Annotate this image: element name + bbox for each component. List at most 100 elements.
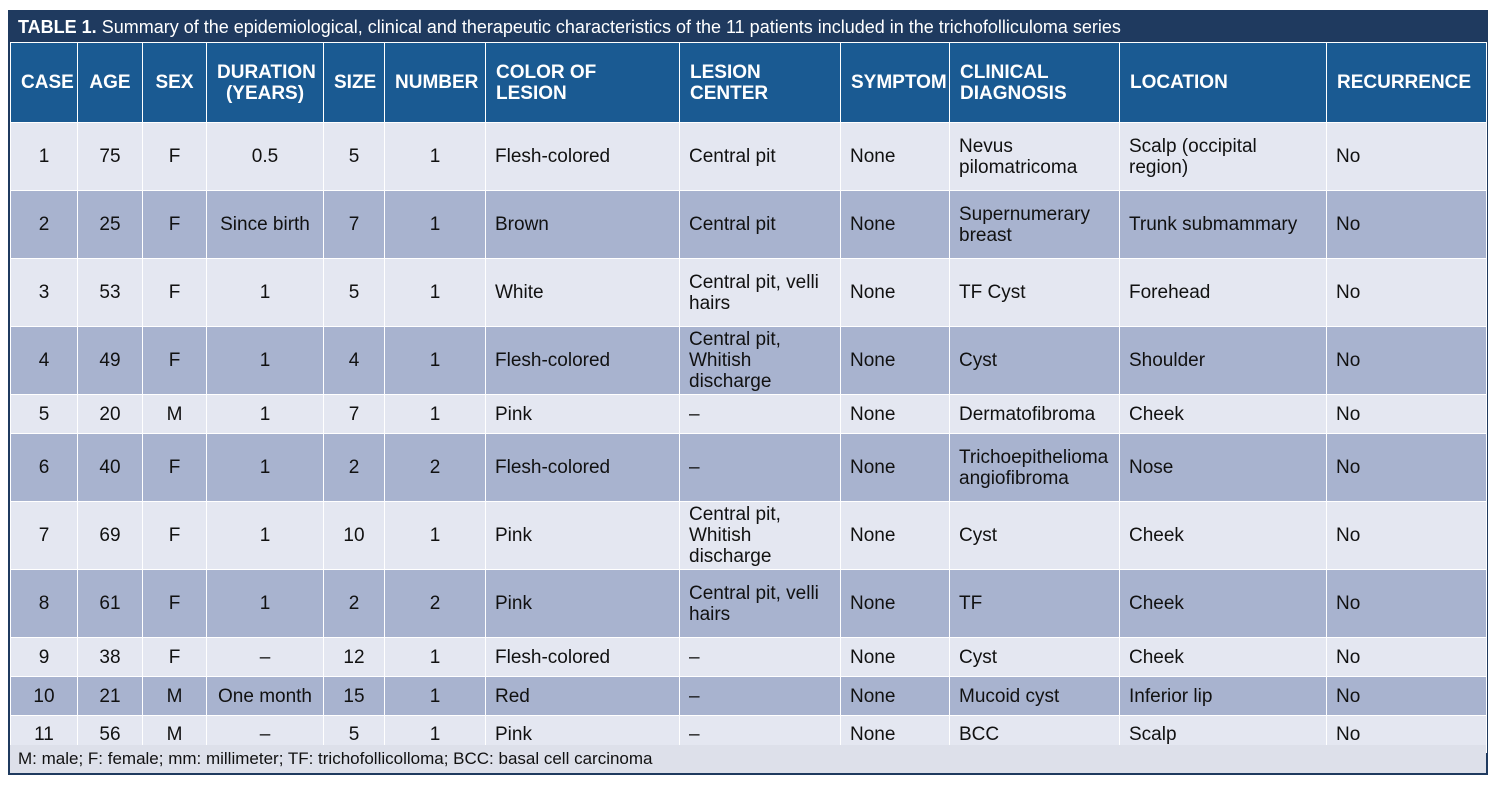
cell-size: 4 — [323, 326, 385, 395]
cell-case: 4 — [10, 326, 78, 395]
header-number: NUMBER — [384, 42, 486, 123]
cell-size: 12 — [323, 637, 385, 677]
cell-clinical-diagnosis: Cyst — [949, 637, 1120, 677]
cell-location: Cheek — [1119, 569, 1327, 638]
cell-location: Shoulder — [1119, 326, 1327, 395]
cell-recurrence: No — [1326, 569, 1487, 638]
cell-duration: 1 — [206, 258, 324, 327]
cell-clinical-diagnosis: Mucoid cyst — [949, 676, 1120, 716]
cell-location: Cheek — [1119, 394, 1327, 434]
cell-lesion-center: – — [679, 637, 841, 677]
cell-age: 21 — [77, 676, 143, 716]
cell-lesion-center: – — [679, 433, 841, 502]
table-row: 3 53 F 1 5 1 White Central pit, velli hairs None… — [10, 258, 1487, 327]
cell-case: 8 — [10, 569, 78, 638]
cell-symptom: None — [840, 676, 950, 716]
cell-duration: 1 — [206, 501, 324, 570]
cell-color: Pink — [485, 569, 680, 638]
table-row: 9 38 F –12 1 Flesh-colored – None Cyst Cheek No — [10, 637, 1487, 677]
table-frame: TABLE 1. Summary of the epidemiological,… — [8, 10, 1488, 775]
cell-case: 2 — [10, 190, 78, 259]
cell-duration: 0.5 — [206, 122, 324, 191]
table-row: 2 25 F Since birth 7 1 Brown Central pit None Sup… — [10, 190, 1487, 259]
cell-lesion-center: Central pit, Whitish discharge — [679, 501, 841, 570]
cell-size: 10 — [323, 501, 385, 570]
cell-symptom: None — [840, 122, 950, 191]
table-footnote: M: male; F: female; mm: millimeter; TF: … — [10, 745, 1486, 773]
cell-recurrence: No — [1326, 637, 1487, 677]
cell-sex: M — [142, 676, 207, 716]
cell-recurrence: No — [1326, 122, 1487, 191]
table-row: 1 75 F 0.5 5 1 Flesh-colored Central pit None Nev… — [10, 122, 1487, 191]
cell-clinical-diagnosis: Nevus pilomatricoma — [949, 122, 1120, 191]
cell-location: Forehead — [1119, 258, 1327, 327]
cell-age: 40 — [77, 433, 143, 502]
cell-color: White — [485, 258, 680, 327]
cell-location: Inferior lip — [1119, 676, 1327, 716]
header-recurrence: RECURRENCE — [1326, 42, 1487, 123]
cell-number: 1 — [384, 637, 486, 677]
cell-recurrence: No — [1326, 501, 1487, 570]
cell-clinical-diagnosis: Dermatofibroma — [949, 394, 1120, 434]
cell-number: 1 — [384, 676, 486, 716]
cell-age: 75 — [77, 122, 143, 191]
cell-clinical-diagnosis: Supernumerary breast — [949, 190, 1120, 259]
cell-sex: F — [142, 637, 207, 677]
cell-color: Flesh-colored — [485, 637, 680, 677]
cell-symptom: None — [840, 326, 950, 395]
cell-clinical-diagnosis: Cyst — [949, 501, 1120, 570]
cell-lesion-center: – — [679, 394, 841, 434]
cell-sex: M — [142, 394, 207, 434]
header-symptom: SYMPTOM — [840, 42, 950, 123]
header-clinical-diagnosis: CLINICAL DIAGNOSIS — [949, 42, 1120, 123]
cell-size: 7 — [323, 394, 385, 434]
cell-duration: One month — [206, 676, 324, 716]
cell-sex: F — [142, 326, 207, 395]
cell-lesion-center: Central pit — [679, 190, 841, 259]
table-row: 5 20 M 1 7 1 Pink – None Dermatofibroma Cheek No — [10, 394, 1487, 434]
cell-recurrence: No — [1326, 394, 1487, 434]
cell-case: 5 — [10, 394, 78, 434]
table-row: 10 21 M One month 15 1 Red – None Mucoid cyst Infe… — [10, 676, 1487, 716]
header-size: SIZE — [323, 42, 385, 123]
header-duration: DURATION (YEARS) — [206, 42, 324, 123]
cell-location: Cheek — [1119, 637, 1327, 677]
cell-case: 6 — [10, 433, 78, 502]
cell-sex: F — [142, 122, 207, 191]
header-age: AGE — [77, 42, 143, 123]
cell-color: Flesh-colored — [485, 433, 680, 502]
cell-recurrence: No — [1326, 190, 1487, 259]
cell-sex: F — [142, 258, 207, 327]
cell-sex: F — [142, 569, 207, 638]
cell-sex: F — [142, 190, 207, 259]
cell-duration: 1 — [206, 569, 324, 638]
cell-size: 15 — [323, 676, 385, 716]
header-case: CASE — [10, 42, 78, 123]
cell-clinical-diagnosis: Cyst — [949, 326, 1120, 395]
cell-number: 1 — [384, 258, 486, 327]
table-label: TABLE 1. — [18, 17, 97, 37]
cell-color: Flesh-colored — [485, 326, 680, 395]
cell-case: 9 — [10, 637, 78, 677]
cell-lesion-center: Central pit, velli hairs — [679, 258, 841, 327]
cell-symptom: None — [840, 569, 950, 638]
cell-color: Brown — [485, 190, 680, 259]
cell-age: 25 — [77, 190, 143, 259]
cell-age: 69 — [77, 501, 143, 570]
cell-symptom: None — [840, 190, 950, 259]
cell-color: Flesh-colored — [485, 122, 680, 191]
cell-duration: – — [206, 637, 324, 677]
cell-duration: 1 — [206, 326, 324, 395]
cell-size: 5 — [323, 258, 385, 327]
cell-lesion-center: Central pit, velli hairs — [679, 569, 841, 638]
cell-duration: 1 — [206, 433, 324, 502]
cell-lesion-center: Central pit, Whitish discharge — [679, 326, 841, 395]
cell-recurrence: No — [1326, 258, 1487, 327]
cell-case: 3 — [10, 258, 78, 327]
cell-recurrence: No — [1326, 326, 1487, 395]
header-location: LOCATION — [1119, 42, 1327, 123]
cell-number: 1 — [384, 501, 486, 570]
cell-clinical-diagnosis: Trichoepithelioma angiofibroma — [949, 433, 1120, 502]
cell-size: 7 — [323, 190, 385, 259]
cell-color: Pink — [485, 394, 680, 434]
